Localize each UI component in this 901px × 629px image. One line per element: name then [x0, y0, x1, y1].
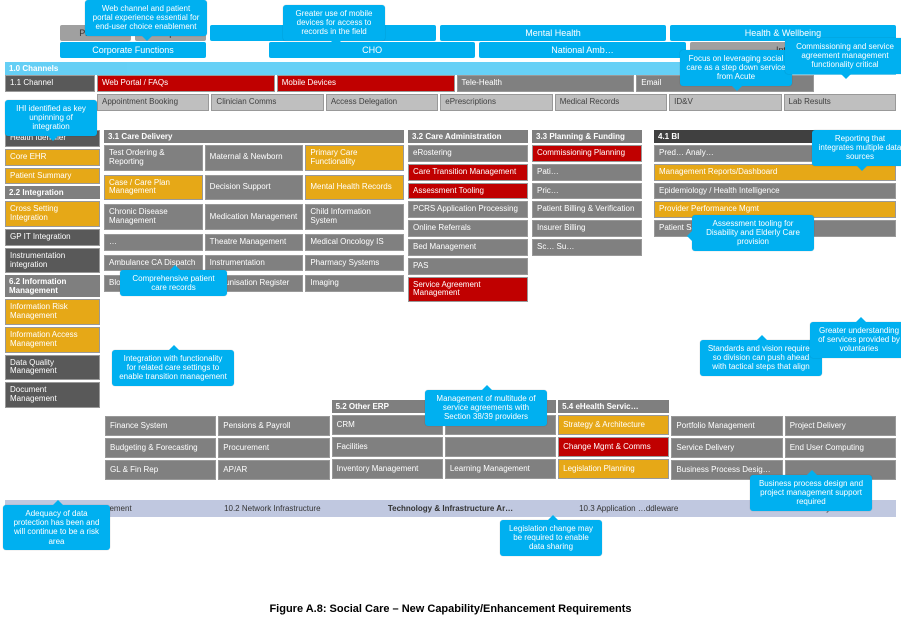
care-cell: Ambulance CA Dispatch	[104, 255, 203, 272]
left-item: Instrumentation integration	[5, 248, 100, 274]
care-cell: Medication Management	[205, 204, 304, 230]
callout: Adequacy of data protection has been and…	[3, 505, 110, 550]
left-item: GP IT Integration	[5, 229, 100, 246]
care-cell: Maternal & Newborn	[205, 145, 304, 171]
cell: Commissioning Planning	[532, 145, 642, 162]
left-section3: 6.2 Information Management	[5, 275, 100, 297]
callout: Legislation change may be required to en…	[500, 520, 602, 556]
bottom-cell: End User Computing	[785, 438, 896, 458]
care-cell: Imaging	[305, 275, 404, 292]
care-section: 3.1 Care Delivery	[104, 130, 404, 143]
callout: Business process design and project mana…	[750, 475, 872, 511]
care-cell: …	[104, 234, 203, 251]
care-cell: Child Information System	[305, 204, 404, 230]
bottom-header: 5.4 eHealth Servic…	[558, 400, 669, 413]
cell: Online Referrals	[408, 220, 528, 237]
diagram-container: Prima… Hospit… Social Care Mental Health…	[0, 0, 901, 629]
bottom-cell: Budgeting & Forecasting	[105, 438, 216, 458]
bottom-cell: Project Delivery	[785, 416, 896, 436]
callout: Greater use of mobile devices for access…	[283, 5, 385, 41]
care-cell: Chronic Disease Management	[104, 204, 203, 230]
bottom-cell: Learning Management	[445, 459, 556, 479]
callout: Comprehensive patient care records	[120, 270, 227, 296]
left-item: Core EHR	[5, 149, 100, 166]
left-item: Information Access Management	[5, 327, 100, 353]
callout: Management of multitude of service agree…	[425, 390, 547, 426]
left-item: Cross Setting Integration	[5, 201, 100, 227]
left-section2: 2.2 Integration	[5, 186, 100, 199]
callout: IHI identified as key unpinning of integ…	[5, 100, 97, 136]
care-cell: Theatre Management	[205, 234, 304, 251]
callout: Reporting that integrates multiple data …	[812, 130, 901, 166]
bottom-cell: Change Mgmt & Comms	[558, 437, 669, 457]
top-tab: National Amb…	[479, 42, 685, 58]
channel-sub: Access Delegation	[326, 94, 438, 111]
cell: Service Agreement Management	[408, 277, 528, 303]
bottom-cell	[445, 437, 556, 457]
cell: eRostering	[408, 145, 528, 162]
cell: Bed Management	[408, 239, 528, 256]
channel-item: Mobile Devices	[277, 75, 455, 92]
bottom-cell: GL & Fin Rep	[105, 460, 216, 480]
callout: Greater understanding of services provid…	[810, 322, 901, 358]
care-cell: Medical Oncology IS	[305, 234, 404, 251]
cell: PAS	[408, 258, 528, 275]
top-tab: Mental Health	[440, 25, 666, 41]
top-tab: CHO	[269, 42, 475, 58]
care-cell: Decision Support	[205, 175, 304, 201]
bottom-cell: Procurement	[218, 438, 329, 458]
bottom-cell: AP/AR	[218, 460, 329, 480]
callout: Commissioning and service agreement mana…	[785, 38, 901, 74]
care-cell: Instrumentation	[205, 255, 304, 272]
callout: Integration with functionality for relat…	[112, 350, 234, 386]
callout: Standards and vision required so divisio…	[700, 340, 822, 376]
planning: 3.3 Planning & Funding	[532, 130, 642, 143]
care-admin: 3.2 Care Administration	[408, 130, 528, 143]
left-item: Document Management	[5, 382, 100, 408]
figure-caption: Figure A.8: Social Care – New Capability…	[0, 603, 901, 615]
channel-item: Tele-Health	[457, 75, 635, 92]
callout: Web channel and patient portal experienc…	[85, 0, 207, 36]
tech-cell: Technology & Infrastructure Ar…	[361, 504, 539, 513]
cell: Assessment Tooling	[408, 183, 528, 200]
bottom-cell: Portfolio Management	[671, 416, 782, 436]
left-item: Patient Summary	[5, 168, 100, 185]
channel-sub: Medical Records	[555, 94, 667, 111]
care-cell: Case / Care Plan Management	[104, 175, 203, 201]
channel-sub: ID&V	[669, 94, 781, 111]
callout: Focus on leveraging social care as a ste…	[680, 50, 792, 86]
top-tab-corporate: Corporate Functions	[60, 42, 206, 58]
bottom-cell: Legislation Planning	[558, 459, 669, 479]
cell: Insurer Billing	[532, 220, 642, 237]
cell: Care Transition Management	[408, 164, 528, 181]
channel-label: 1.1 Channel	[5, 75, 95, 92]
cell: Pric…	[532, 183, 642, 200]
bottom-cell: Inventory Management	[332, 459, 443, 479]
cell: Pati…	[532, 164, 642, 181]
channel-sub: Lab Results	[784, 94, 896, 111]
tech-cell: 10.2 Network Infrastructure	[183, 504, 361, 513]
channel-sub: Appointment Booking	[97, 94, 209, 111]
cell: Epidemiology / Health Intelligence	[654, 183, 896, 200]
care-cell: Primary Care Functionality	[305, 145, 404, 171]
bottom-cell: Service Delivery	[671, 438, 782, 458]
cell: Sc… Su…	[532, 239, 642, 256]
bottom-cell: Strategy & Architecture	[558, 415, 669, 435]
bottom-cell: Finance System	[105, 416, 216, 436]
cell: Patient Billing & Verification	[532, 201, 642, 218]
care-cell: Mental Health Records	[305, 175, 404, 201]
cell: PCRS Application Processing	[408, 201, 528, 218]
left-item: Information Risk Management	[5, 299, 100, 325]
channel-sub: Clinician Comms	[211, 94, 323, 111]
care-cell: Test Ordering & Reporting	[104, 145, 203, 171]
care-cell: Pharmacy Systems	[305, 255, 404, 272]
bottom-cell: Pensions & Payroll	[218, 416, 329, 436]
bottom-cell: Facilities	[332, 437, 443, 457]
left-item: Data Quality Management	[5, 355, 100, 381]
tech-cell: 10.3 Application …ddleware	[540, 504, 718, 513]
callout: Assessment tooling for Disability and El…	[692, 215, 814, 251]
channel-item: Web Portal / FAQs	[97, 75, 275, 92]
channel-sub: ePrescriptions	[440, 94, 552, 111]
